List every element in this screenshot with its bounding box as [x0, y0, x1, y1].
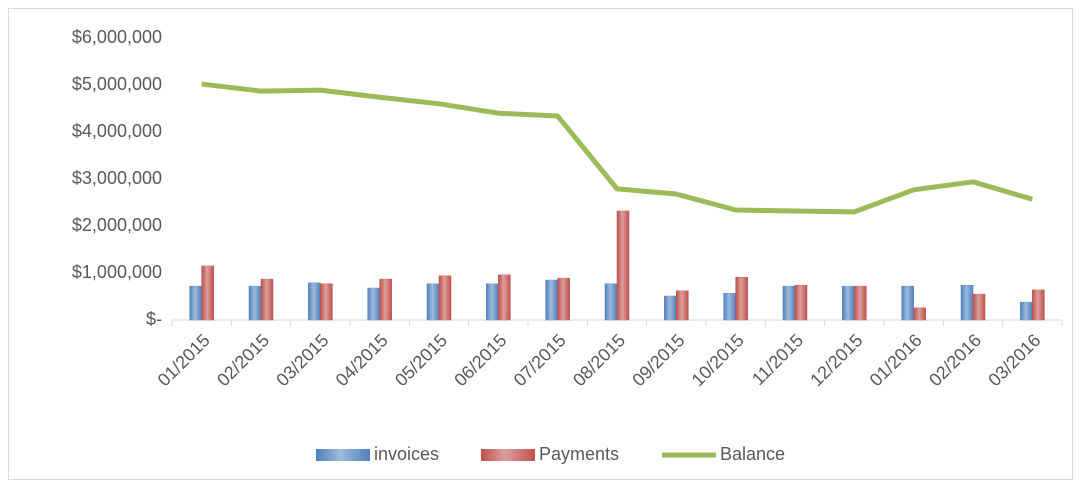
line: [201, 81, 1034, 215]
bar-highlight: [557, 278, 570, 320]
bar-highlight: [1020, 302, 1033, 320]
bar-highlight: [783, 286, 795, 320]
legend-label: invoices: [374, 444, 439, 464]
bar-highlight: [605, 283, 617, 320]
bar-highlight: [427, 283, 439, 320]
bar-highlight: [795, 285, 807, 320]
bar-highlight: [261, 279, 273, 320]
bar-highlight: [723, 293, 736, 320]
bar-highlight: [854, 286, 867, 320]
bar-highlight: [676, 290, 689, 320]
bar-highlight: [901, 286, 914, 320]
bar-highlight: [1032, 289, 1045, 320]
bar-highlight: [735, 277, 748, 320]
bar-highlight: [842, 286, 855, 320]
bar-highlight: [498, 274, 511, 320]
y-tick-label: $4,000,000: [72, 121, 162, 141]
bar-highlight: [379, 279, 392, 320]
bar-highlight: [439, 275, 451, 320]
bar-highlight: [249, 286, 261, 320]
y-tick-label: $3,000,000: [72, 168, 162, 188]
y-tick-label: $-: [146, 309, 162, 329]
bar-highlight: [189, 286, 202, 320]
bar-highlight: [545, 280, 558, 320]
bar-highlight: [664, 296, 677, 320]
chart-border: [8, 8, 1073, 480]
y-tick-label: $5,000,000: [72, 74, 162, 94]
bar-highlight: [201, 265, 214, 320]
bar-highlight: [308, 282, 321, 320]
y-tick-label: $6,000,000: [72, 27, 162, 47]
legend-swatch-highlight: [481, 449, 535, 461]
legend-label: Balance: [720, 444, 785, 464]
bar-highlight: [320, 283, 333, 320]
bar-highlight: [617, 210, 629, 320]
legend-swatch-highlight: [316, 449, 370, 461]
bar-highlight: [367, 288, 380, 320]
y-tick-label: $2,000,000: [72, 215, 162, 235]
bar-highlight: [913, 307, 926, 320]
bar-highlight: [961, 285, 973, 320]
y-tick-label: $1,000,000: [72, 262, 162, 282]
legend-label: Payments: [539, 444, 619, 464]
bar-highlight: [486, 283, 499, 320]
bar-highlight: [973, 294, 985, 320]
